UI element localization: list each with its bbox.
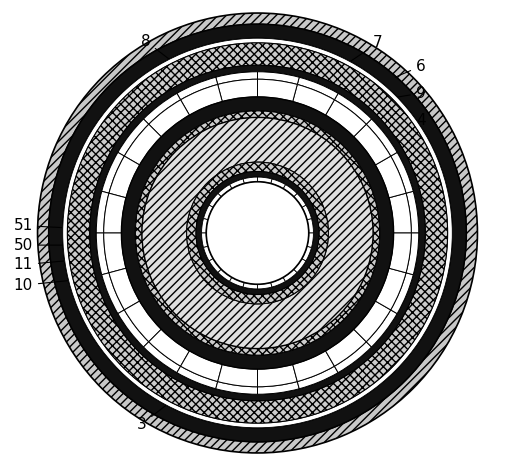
Text: 10: 10 bbox=[13, 278, 94, 293]
Wedge shape bbox=[391, 273, 413, 314]
Wedge shape bbox=[258, 382, 299, 394]
Wedge shape bbox=[122, 97, 393, 369]
Text: 4: 4 bbox=[396, 113, 425, 128]
Wedge shape bbox=[375, 268, 406, 310]
Wedge shape bbox=[109, 156, 140, 198]
Wedge shape bbox=[218, 269, 232, 281]
Wedge shape bbox=[389, 233, 411, 273]
Wedge shape bbox=[181, 84, 222, 115]
Wedge shape bbox=[49, 24, 466, 442]
Wedge shape bbox=[294, 259, 306, 273]
Wedge shape bbox=[293, 351, 334, 382]
Wedge shape bbox=[230, 179, 244, 189]
Wedge shape bbox=[186, 162, 329, 304]
Wedge shape bbox=[218, 79, 258, 102]
Wedge shape bbox=[294, 193, 306, 207]
Wedge shape bbox=[196, 171, 319, 295]
Wedge shape bbox=[177, 366, 218, 389]
Wedge shape bbox=[201, 219, 208, 233]
Wedge shape bbox=[109, 268, 140, 310]
Wedge shape bbox=[90, 65, 425, 401]
Text: 11: 11 bbox=[13, 257, 93, 272]
Wedge shape bbox=[218, 364, 258, 387]
Wedge shape bbox=[118, 119, 149, 156]
Wedge shape bbox=[334, 342, 371, 373]
Wedge shape bbox=[144, 93, 181, 124]
Wedge shape bbox=[149, 100, 190, 137]
Wedge shape bbox=[258, 364, 297, 387]
Wedge shape bbox=[124, 301, 161, 342]
Wedge shape bbox=[216, 382, 258, 394]
Text: 50: 50 bbox=[13, 238, 92, 253]
Text: 3: 3 bbox=[137, 388, 189, 432]
Wedge shape bbox=[366, 310, 397, 347]
Wedge shape bbox=[96, 233, 109, 275]
Wedge shape bbox=[354, 124, 391, 165]
Text: 3: 3 bbox=[392, 140, 426, 155]
Wedge shape bbox=[149, 329, 190, 366]
Wedge shape bbox=[366, 119, 397, 156]
Text: 51: 51 bbox=[13, 218, 91, 233]
Wedge shape bbox=[102, 273, 124, 314]
Wedge shape bbox=[297, 77, 338, 100]
Text: 9: 9 bbox=[396, 86, 426, 101]
Wedge shape bbox=[230, 277, 244, 287]
Wedge shape bbox=[102, 152, 124, 193]
Wedge shape bbox=[389, 193, 411, 233]
Wedge shape bbox=[406, 233, 419, 275]
Wedge shape bbox=[104, 233, 126, 273]
Wedge shape bbox=[307, 219, 314, 233]
Wedge shape bbox=[391, 152, 413, 193]
Wedge shape bbox=[104, 193, 126, 233]
Text: 6: 6 bbox=[395, 59, 426, 77]
Wedge shape bbox=[258, 79, 297, 102]
Wedge shape bbox=[67, 43, 448, 423]
Wedge shape bbox=[293, 84, 334, 115]
Wedge shape bbox=[63, 38, 452, 428]
Wedge shape bbox=[307, 233, 314, 247]
Wedge shape bbox=[201, 233, 208, 247]
Wedge shape bbox=[375, 156, 406, 198]
Wedge shape bbox=[325, 329, 366, 366]
Text: 7: 7 bbox=[348, 35, 383, 63]
Wedge shape bbox=[406, 191, 419, 233]
Text: 2: 2 bbox=[390, 168, 425, 183]
Wedge shape bbox=[96, 191, 109, 233]
Wedge shape bbox=[302, 205, 312, 220]
Wedge shape bbox=[124, 124, 161, 165]
Wedge shape bbox=[258, 282, 272, 289]
Wedge shape bbox=[297, 366, 338, 389]
Wedge shape bbox=[177, 77, 218, 100]
Wedge shape bbox=[258, 177, 272, 184]
Wedge shape bbox=[209, 259, 221, 273]
Wedge shape bbox=[271, 277, 285, 287]
Wedge shape bbox=[302, 246, 312, 261]
Wedge shape bbox=[144, 342, 181, 373]
Wedge shape bbox=[258, 72, 299, 84]
Circle shape bbox=[206, 182, 309, 284]
Wedge shape bbox=[334, 93, 371, 124]
Wedge shape bbox=[243, 282, 258, 289]
Wedge shape bbox=[354, 301, 391, 342]
Wedge shape bbox=[38, 13, 477, 453]
Text: 8: 8 bbox=[141, 34, 180, 67]
Wedge shape bbox=[181, 351, 222, 382]
Wedge shape bbox=[216, 72, 258, 84]
Wedge shape bbox=[203, 205, 213, 220]
Wedge shape bbox=[135, 111, 380, 355]
Wedge shape bbox=[271, 179, 285, 189]
Wedge shape bbox=[243, 177, 258, 184]
Wedge shape bbox=[218, 185, 232, 197]
Wedge shape bbox=[203, 246, 213, 261]
Wedge shape bbox=[325, 100, 366, 137]
Wedge shape bbox=[142, 117, 373, 349]
Wedge shape bbox=[209, 193, 221, 207]
Wedge shape bbox=[283, 269, 297, 281]
Wedge shape bbox=[118, 310, 149, 347]
Wedge shape bbox=[283, 185, 297, 197]
